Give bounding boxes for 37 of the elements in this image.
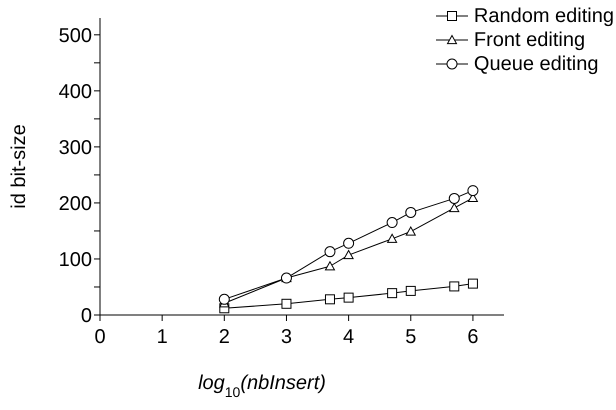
point	[387, 288, 398, 298]
y-tick-label: 0	[80, 305, 92, 328]
y-axis-title: id bit-size	[8, 124, 30, 209]
x-tick-label: 3	[280, 326, 292, 348]
x-tick-label: 6	[467, 326, 478, 348]
point	[324, 294, 335, 304]
point	[324, 246, 336, 258]
point	[343, 238, 354, 249]
point	[344, 250, 354, 260]
point	[344, 292, 354, 303]
point	[449, 281, 460, 292]
point	[324, 261, 335, 270]
legend-label: Queue editing	[474, 52, 598, 76]
x-tick-label: 0	[94, 326, 106, 348]
point	[467, 185, 478, 196]
point	[448, 192, 460, 204]
y-tick-label: 100	[58, 249, 92, 272]
point	[406, 286, 416, 296]
point	[405, 206, 416, 218]
point	[468, 278, 478, 289]
x-axis-title: log$_{10}$(nbInsert)	[198, 372, 326, 400]
y-tick-label: 300	[58, 136, 92, 159]
y-tick-label: 500	[58, 24, 92, 47]
y-tick-label: 200	[58, 193, 92, 216]
point	[449, 202, 460, 212]
point	[218, 294, 230, 305]
point	[281, 298, 292, 309]
x-tick-label: 4	[343, 326, 354, 348]
point	[386, 217, 398, 228]
x-tick-label: 5	[405, 326, 416, 348]
point	[406, 226, 416, 236]
x-tick-label: 1	[156, 326, 168, 348]
point	[387, 234, 398, 243]
x-tick-label: 2	[218, 326, 230, 348]
legend-label: Random editing	[474, 4, 614, 28]
y-tick-label: 400	[58, 80, 92, 103]
legend-label: Front editing	[474, 28, 586, 52]
